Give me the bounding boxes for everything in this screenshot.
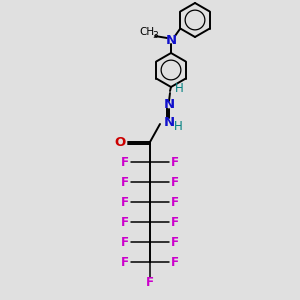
Text: F: F: [121, 236, 129, 248]
Text: F: F: [121, 155, 129, 169]
Text: F: F: [171, 196, 179, 208]
Text: N: N: [164, 98, 175, 112]
Text: F: F: [121, 256, 129, 268]
Text: CH: CH: [140, 27, 154, 37]
Text: O: O: [114, 136, 126, 148]
Text: F: F: [146, 277, 154, 290]
Text: F: F: [171, 236, 179, 248]
Text: F: F: [171, 256, 179, 268]
Text: F: F: [171, 215, 179, 229]
Text: F: F: [171, 176, 179, 188]
Text: H: H: [175, 82, 183, 95]
Text: 3: 3: [152, 31, 158, 40]
Text: F: F: [171, 155, 179, 169]
Text: F: F: [121, 196, 129, 208]
Text: N: N: [165, 34, 177, 46]
Text: H: H: [174, 121, 182, 134]
Text: N: N: [164, 116, 175, 130]
Text: F: F: [121, 215, 129, 229]
Text: F: F: [121, 176, 129, 188]
